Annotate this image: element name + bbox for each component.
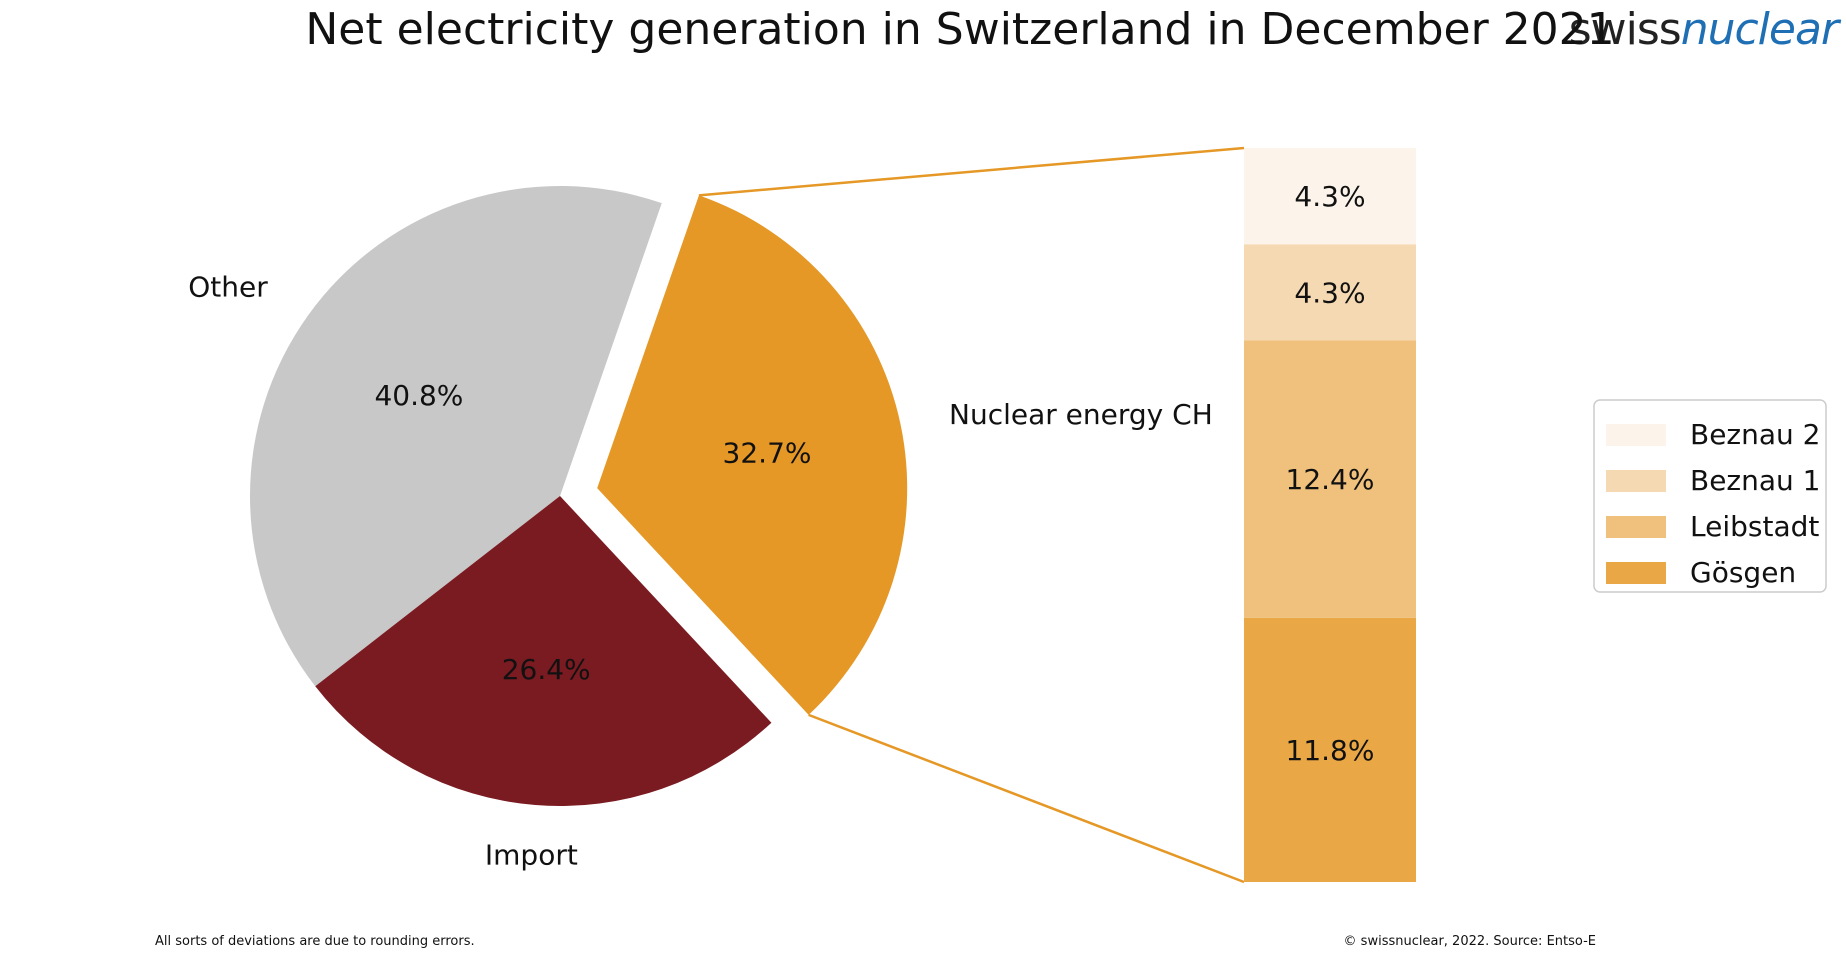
- pie-category-label-other: Other: [188, 270, 268, 303]
- pie: 32.7% Nuclear energy CH 40.8% Other 26.4% Imp…: [188, 185, 1213, 871]
- bar-value-label-beznau-1: 4.3%: [1294, 276, 1365, 309]
- bar-value-label-gosgen: 11.8%: [1286, 734, 1375, 767]
- bar-segment-leibstadt: [1244, 340, 1416, 618]
- legend-swatch-beznau-2: [1606, 424, 1666, 446]
- logo-part-nuclear: nuclear: [1680, 4, 1839, 55]
- legend-swatch-leibstadt: [1606, 516, 1666, 538]
- pie-value-label-other: 40.8%: [374, 379, 463, 412]
- pie-value-label-import: 26.4%: [502, 653, 591, 686]
- legend-entry-gosgen: Gösgen: [1690, 556, 1796, 589]
- legend-box: [1593, 399, 1827, 593]
- logo-part-swiss: swiss: [1568, 4, 1682, 55]
- pie-slice-import: [315, 496, 772, 807]
- bar-segment-beznau-1: [1244, 244, 1416, 341]
- connector-lines: [698, 146, 1245, 884]
- legend-swatch-beznau-1: [1606, 470, 1666, 492]
- bar-segment-gosgen: [1244, 617, 1416, 882]
- breakdown-bar: 11.8% 12.4% 4.3% 4.3%: [1244, 148, 1416, 882]
- bar-value-label-leibstadt: 12.4%: [1286, 463, 1375, 496]
- bar-value-label-beznau-2: 4.3%: [1294, 180, 1365, 213]
- footer-note: All sorts of deviations are due to round…: [155, 934, 475, 949]
- bar-segment-beznau-2: [1244, 148, 1416, 245]
- pie-slice-nuclear-energy-ch: [597, 195, 908, 715]
- connector-line-bottom: [808, 713, 1245, 884]
- legend-swatch-gosgen: [1606, 562, 1666, 584]
- footer-source: © swissnuclear, 2022. Source: Entso-E: [1344, 934, 1596, 949]
- legend-entry-beznau-2: Beznau 2: [1690, 418, 1821, 451]
- legend-entry-beznau-1: Beznau 1: [1690, 464, 1821, 497]
- chart-title: Net electricity generation in Switzerlan…: [305, 4, 1614, 55]
- connector-line-top: [698, 146, 1245, 197]
- pie-category-label-import: Import: [485, 838, 578, 871]
- pie-value-label-nuclear-energy-ch: 32.7%: [723, 436, 812, 469]
- pie-slice-other: [250, 185, 662, 687]
- swissnuclear-logo: swissnuclear: [1568, 4, 1839, 55]
- legend-entry-leibstadt: Leibstadt: [1690, 510, 1819, 543]
- legend: Beznau 2 Beznau 1 Leibstadt Gösgen: [1593, 399, 1827, 593]
- pie-category-label-nuclear-energy-ch: Nuclear energy CH: [949, 398, 1213, 431]
